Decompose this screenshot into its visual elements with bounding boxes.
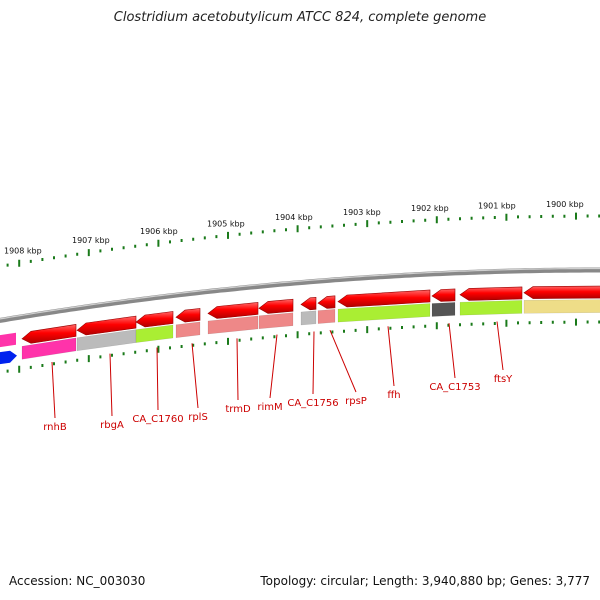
scale-label-1: 1907 kbp [72, 236, 110, 245]
gene-partial-right [523, 285, 600, 299]
gene-label-9: CA_C1753 [429, 382, 480, 393]
cog-bar-10 [459, 300, 523, 316]
cog-bar-7 [317, 309, 336, 324]
scale-label-2: 1906 kbp [140, 227, 178, 236]
gene-rimM [258, 298, 294, 314]
genome-backbone [0, 267, 600, 323]
leader-10 [496, 321, 504, 371]
outer-scale-ticks [6, 212, 600, 267]
gene-features [0, 285, 600, 365]
leader-0 [51, 361, 56, 419]
partial-feature-blue [0, 350, 17, 365]
topology-summary: Topology: circular; Length: 3,940,880 bp… [260, 574, 590, 588]
leader-1 [109, 353, 113, 417]
gene-label-7: rpsP [345, 396, 367, 407]
gene-label-5: rimM [257, 402, 282, 413]
gene-label-8: ffh [387, 390, 400, 401]
cog-bar-6 [300, 310, 317, 326]
gene-label-1: rbgA [100, 420, 124, 431]
accession-text: Accession: NC_003030 [9, 574, 146, 588]
gene-labels: rnhB rbgA CA_C1760 rplS trmD rimM CA_C1756 rpsP… [43, 374, 513, 433]
leader-4 [236, 338, 239, 401]
map-title: Clostridium acetobutylicum ATCC 824, com… [113, 10, 487, 25]
leader-2 [156, 347, 159, 411]
inner-scale-ticks [6, 318, 600, 373]
cog-bar-11 [523, 299, 600, 314]
leader-8 [387, 326, 395, 387]
gene-label-2: CA_C1760 [132, 414, 183, 425]
gene-rnhB [21, 324, 77, 344]
scale-label-5: 1903 kbp [343, 208, 381, 217]
cog-bar-5 [258, 312, 294, 330]
gene-rpsP [317, 295, 336, 309]
leader-9 [448, 323, 456, 379]
leader-6 [312, 331, 315, 395]
scale-label-0: 1908 kbp [4, 246, 42, 255]
leader-7 [329, 330, 357, 393]
gene-label-3: rplS [188, 412, 208, 423]
scale-label-6: 1902 kbp [411, 204, 449, 213]
gene-label-0: rnhB [43, 422, 67, 433]
gene-ftsY [459, 286, 523, 301]
scale-label-7: 1901 kbp [478, 202, 516, 211]
gene-CA_C1760 [135, 311, 174, 328]
cog-bar-9 [431, 302, 456, 317]
gene-trmD [207, 302, 259, 319]
cog-bar-0 [21, 337, 77, 360]
partial-feature-magenta [0, 332, 16, 348]
scale-ticks [6, 212, 600, 373]
cog-bar-3 [175, 321, 201, 338]
gene-CA_C1756 [300, 296, 317, 311]
leader-3 [191, 343, 199, 409]
backbone-line [0, 267, 600, 323]
cog-bar-8 [337, 303, 431, 323]
scale-label-4: 1904 kbp [275, 213, 313, 222]
leader-5 [269, 334, 278, 399]
gene-rplS [175, 308, 201, 323]
gene-ffh [337, 289, 431, 308]
scale-label-3: 1905 kbp [207, 220, 245, 229]
scale-labels: 1908 kbp 1907 kbp 1906 kbp 1905 kbp 1904 kbp… [4, 200, 584, 255]
gene-CA_C1753 [431, 288, 456, 302]
scale-label-8: 1900 kbp [546, 200, 584, 209]
gene-label-4: trmD [225, 404, 251, 415]
gene-label-10: ftsY [494, 374, 513, 385]
gene-label-leaders [51, 321, 504, 419]
gene-label-6: CA_C1756 [287, 398, 338, 409]
backbone-highlight [0, 267, 600, 320]
cog-bar-2 [135, 324, 174, 343]
cog-bar-4 [207, 315, 259, 335]
cog-category-bars [21, 299, 600, 360]
